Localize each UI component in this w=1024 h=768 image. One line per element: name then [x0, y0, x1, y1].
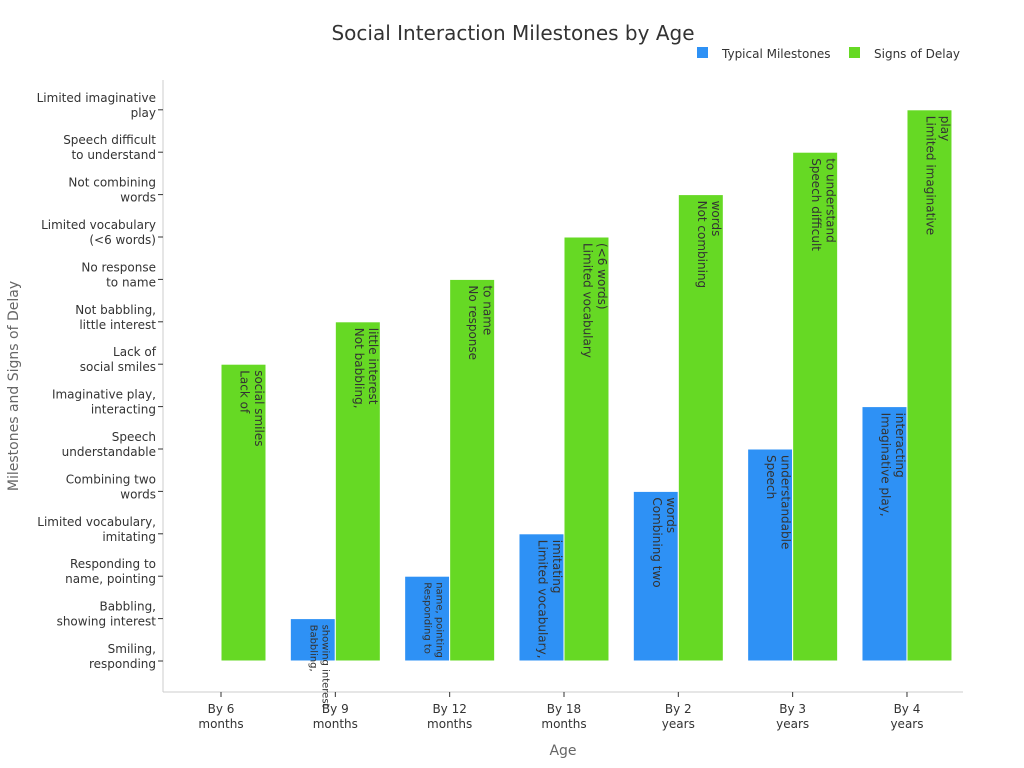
y-tick-label: Speech difficult to understand: [63, 133, 156, 162]
bar-label-delay: Limited vocabulary(<6 words): [580, 243, 608, 358]
bar-typical: [289, 618, 336, 662]
bar-label-typical: Imaginative play,interacting: [878, 413, 906, 517]
legend-label-delay: Signs of Delay: [874, 47, 960, 61]
bar-delay: [677, 194, 724, 662]
bar-delay: [906, 109, 953, 662]
y-tick-label: Not babbling, little interest: [75, 303, 156, 332]
legend-label-typical: Typical Milestones: [721, 47, 831, 61]
y-tick-label: Limited imaginative play: [37, 91, 156, 120]
x-tick-label: By 9 months: [313, 702, 358, 731]
x-tick-label: By 4 years: [890, 702, 923, 731]
bar-label-delay: Lack ofsocial smiles: [238, 370, 266, 446]
y-tick-label: No response to name: [81, 260, 156, 289]
chart-title: Social Interaction Milestones by Age: [331, 21, 694, 45]
y-tick-label: Not combining words: [68, 176, 156, 205]
y-tick-label: Limited vocabulary (<6 words): [41, 218, 156, 247]
bar-label-delay: Not combiningwords: [695, 201, 723, 289]
y-tick-label: Combining two words: [66, 472, 156, 501]
bar-delay: [334, 321, 381, 662]
y-tick-label: Speech understandable: [62, 430, 156, 459]
y-axis-label: Milestones and Signs of Delay: [6, 281, 22, 491]
x-tick-label: By 18 months: [541, 702, 586, 731]
bar-label-delay: Limited imaginativeplay: [923, 116, 951, 235]
bar-label-delay: Speech difficultto understand: [809, 158, 837, 251]
x-axis-label: Age: [549, 743, 576, 759]
x-tick-label: By 6 months: [198, 702, 243, 731]
bar-delay: [792, 151, 839, 662]
x-tick-label: By 3 years: [776, 702, 809, 731]
bar-label-delay: No responseto name: [466, 285, 494, 360]
bar-delay: [220, 363, 267, 662]
y-tick-label: Imaginative play, interacting: [52, 388, 156, 417]
bar-label-typical: Babbling,showing interest: [307, 625, 330, 708]
y-axis-ticks: Smiling, responding Babbling, showing inter…: [37, 91, 163, 671]
legend: Typical Milestones Signs of Delay: [697, 47, 960, 61]
y-tick-label: Lack of social smiles: [80, 345, 157, 374]
bar-typical: [404, 575, 451, 662]
bar-typical: [861, 406, 908, 662]
bar-typical: [747, 448, 794, 662]
y-tick-label: Responding to name, pointing: [65, 557, 156, 586]
bar-label-typical: Combining twowords: [650, 497, 678, 587]
y-tick-label: Smiling, responding: [89, 642, 156, 671]
bar-typical: [518, 533, 565, 662]
bar-label-typical: Responding toname, pointing: [422, 582, 445, 658]
y-tick-label: Limited vocabulary, imitating: [37, 515, 156, 544]
x-tick-label: By 12 months: [427, 702, 472, 731]
bar-label-typical: Speechunderstandable: [764, 455, 792, 549]
legend-swatch-delay: [849, 47, 860, 58]
legend-swatch-typical: [697, 47, 708, 58]
bar-delay: [563, 236, 610, 662]
bar-label-typical: Limited vocabulary,imitating: [535, 540, 563, 659]
y-tick-label: Babbling, showing interest: [57, 600, 157, 629]
x-axis-ticks: By 6 months By 9 months By 12 months By 18 mont…: [198, 692, 923, 731]
bar-label-delay: Not babbling,little interest: [352, 328, 380, 409]
x-tick-label: By 2 years: [662, 702, 695, 731]
bar-delay: [449, 278, 496, 662]
bar-typical: [632, 490, 679, 662]
bars: Babbling,showing interest Responding tona…: [220, 109, 953, 708]
